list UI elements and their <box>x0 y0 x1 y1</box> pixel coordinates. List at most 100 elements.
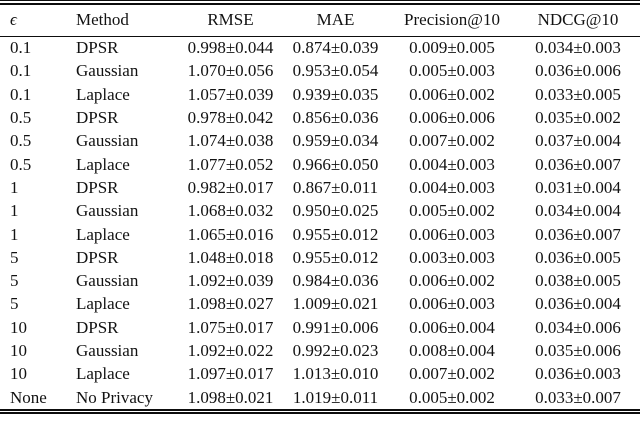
table-cell: 0.008±0.004 <box>409 341 495 360</box>
table-cell: 1.009±0.021 <box>292 294 379 314</box>
table-row: 5 Gaussian 1.092±0.039 0.984±0.036 0.006±0.0… <box>0 269 640 292</box>
table-cell: 0.036±0.007 <box>535 154 621 174</box>
table-cell: 0.992±0.023 <box>292 341 379 360</box>
table-cell: 1.070±0.056 <box>187 61 274 81</box>
table-cell: DPSR <box>76 38 119 58</box>
header-ndcg-at-10: NDCG@10 <box>516 4 640 37</box>
table-row: 0.1 Gaussian 1.070±0.056 0.953±0.054 0.005±0… <box>0 60 640 83</box>
table-top-rule <box>0 0 640 5</box>
table-cell: 0.006±0.003 <box>409 224 495 244</box>
table-cell: 0.1 <box>10 38 32 58</box>
table-cell: 0.037±0.004 <box>535 131 621 151</box>
table-cell: 10 <box>10 364 27 384</box>
header-precision-at-10: Precision@10 <box>388 4 516 37</box>
table-cell: 0.007±0.002 <box>409 364 495 384</box>
table-row: 0.1 DPSR 0.998±0.044 0.874±0.039 0.009±0.005… <box>0 36 640 60</box>
table-cell: 0.036±0.007 <box>535 224 621 244</box>
header-method: Method <box>72 4 178 37</box>
table-cell: 0.006±0.002 <box>409 84 495 104</box>
table-cell: 0.034±0.006 <box>535 317 621 337</box>
table-cell: 0.009±0.005 <box>409 38 495 58</box>
table-cell: 1.019±0.011 <box>292 387 379 407</box>
table-cell: 0.038±0.005 <box>535 271 621 291</box>
table-cell: 0.5 <box>10 108 32 128</box>
table-cell: 0.033±0.007 <box>535 387 621 407</box>
table-cell: 1.092±0.039 <box>187 271 274 291</box>
table-cell: 0.953±0.054 <box>292 61 379 81</box>
table-cell: 0.007±0.002 <box>409 131 495 151</box>
table-cell: DPSR <box>76 247 119 267</box>
table-cell: 1 <box>10 201 19 221</box>
table-cell: 1.074±0.038 <box>187 131 274 151</box>
table-cell: 1.065±0.016 <box>187 224 274 244</box>
table-cell: 5 <box>10 271 19 291</box>
table-cell: 0.955±0.012 <box>292 247 379 267</box>
table-row: 1 DPSR 0.982±0.017 0.867±0.011 0.004±0.003 0.… <box>0 176 640 199</box>
table-cell: Gaussian <box>76 131 139 151</box>
table-cell: DPSR <box>76 108 119 128</box>
table-cell: 0.005±0.002 <box>409 387 495 407</box>
table-cell: DPSR <box>76 177 119 197</box>
table-cell: No Privacy <box>76 387 153 407</box>
table-cell: 0.955±0.012 <box>292 224 379 244</box>
table-row: 10 DPSR 1.075±0.017 0.991±0.006 0.006±0.004 0… <box>0 316 640 339</box>
table-cell: DPSR <box>76 317 119 337</box>
table-cell: 0.939±0.035 <box>292 84 379 104</box>
table-cell: Gaussian <box>76 271 139 291</box>
table-cell: 0.006±0.006 <box>409 108 495 128</box>
table-cell: 0.004±0.003 <box>409 177 495 197</box>
table-cell: 0.856±0.036 <box>292 108 379 128</box>
table-cell: 0.005±0.002 <box>409 201 495 221</box>
table-cell: 0.874±0.039 <box>292 38 379 58</box>
table-cell: Laplace <box>76 364 130 384</box>
table-cell: 0.035±0.002 <box>535 108 621 128</box>
table-cell: 0.006±0.002 <box>409 271 495 291</box>
table-row: 1 Gaussian 1.068±0.032 0.950±0.025 0.005±0.0… <box>0 200 640 223</box>
table-cell: Gaussian <box>76 61 139 81</box>
table-cell: 0.004±0.003 <box>409 154 495 174</box>
table-row: 1 Laplace 1.065±0.016 0.955±0.012 0.006±0.00… <box>0 223 640 246</box>
table-cell: 0.5 <box>10 131 32 151</box>
table-cell: 0.1 <box>10 61 32 81</box>
table-cell: 1.092±0.022 <box>187 341 274 360</box>
table-cell: 0.991±0.006 <box>292 317 379 337</box>
table-bottom-rule <box>0 409 640 415</box>
table-row: 0.5 DPSR 0.978±0.042 0.856±0.036 0.006±0.006… <box>0 106 640 129</box>
table-cell: 1.098±0.027 <box>187 294 274 314</box>
table-cell: 0.006±0.003 <box>409 294 495 314</box>
table-cell: Gaussian <box>76 341 139 360</box>
table-cell: 0.950±0.025 <box>292 201 379 221</box>
table-cell: 0.035±0.006 <box>535 341 621 360</box>
table-cell: 0.036±0.005 <box>535 247 621 267</box>
table-cell: 1 <box>10 224 19 244</box>
table-cell: 1.098±0.021 <box>187 387 274 407</box>
table-cell: Laplace <box>76 294 130 314</box>
table-cell: 0.036±0.004 <box>535 294 621 314</box>
table-cell: 0.959±0.034 <box>292 131 379 151</box>
table-row: 0.1 Laplace 1.057±0.039 0.939±0.035 0.006±0.… <box>0 83 640 106</box>
epsilon-symbol: ϵ <box>10 10 17 29</box>
table-cell: Laplace <box>76 84 130 104</box>
table-row: 5 DPSR 1.048±0.018 0.955±0.012 0.003±0.003 0.… <box>0 246 640 269</box>
table-row: 5 Laplace 1.098±0.027 1.009±0.021 0.006±0.00… <box>0 293 640 316</box>
table-cell: 10 <box>10 317 27 337</box>
table-cell: 1.075±0.017 <box>187 317 274 337</box>
table-cell: 0.031±0.004 <box>535 177 621 197</box>
table-cell: 0.867±0.011 <box>292 177 379 197</box>
results-table: ϵ Method RMSE MAE Precision@10 NDCG@10 0… <box>0 4 640 410</box>
table-cell: 0.966±0.050 <box>292 154 379 174</box>
table-cell: 0.034±0.004 <box>535 201 621 221</box>
header-epsilon: ϵ <box>0 4 72 37</box>
table-cell: 0.003±0.003 <box>409 247 495 267</box>
table-cell: 0.998±0.044 <box>187 38 274 58</box>
table-cell: None <box>10 387 47 407</box>
table-cell: Laplace <box>76 224 130 244</box>
table-cell: 1.068±0.032 <box>187 201 274 221</box>
header-mae: MAE <box>283 4 388 37</box>
table-row: None No Privacy 1.098±0.021 1.019±0.011 0.00… <box>0 386 640 409</box>
header-rmse: RMSE <box>178 4 283 37</box>
table-cell: 1 <box>10 177 19 197</box>
table-header-row: ϵ Method RMSE MAE Precision@10 NDCG@10 <box>0 4 640 37</box>
table-cell: 1.048±0.018 <box>187 247 274 267</box>
